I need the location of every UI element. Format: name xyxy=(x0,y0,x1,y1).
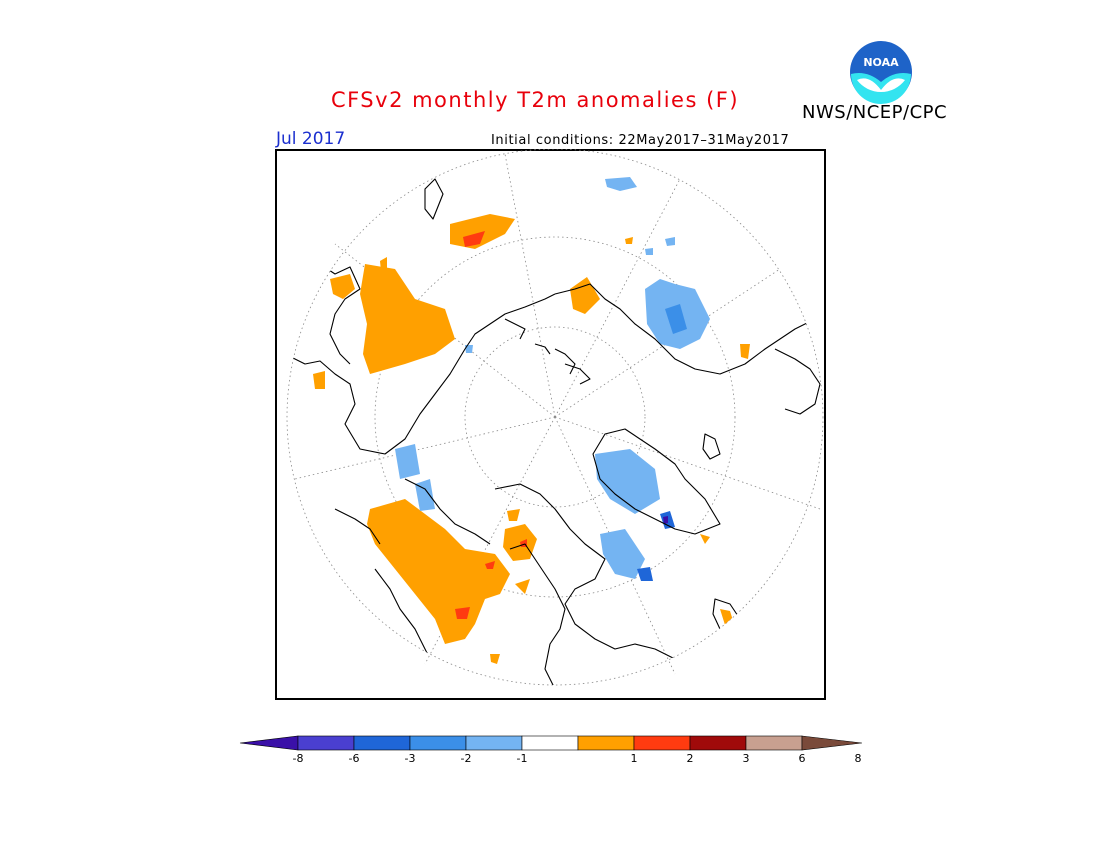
colorbar-tick-label: -8 xyxy=(293,752,304,765)
colorbar-tick-label: -1 xyxy=(517,752,528,765)
colorbar-tick-label: -2 xyxy=(461,752,472,765)
colorbar-cell xyxy=(577,735,635,751)
colorbar-cell xyxy=(297,735,355,751)
colorbar-cell xyxy=(689,735,747,751)
cool-anomalies xyxy=(395,177,710,581)
colorbar-cell xyxy=(353,735,411,751)
logo-text: NOAA xyxy=(863,56,899,69)
strong-warm-anomalies xyxy=(455,231,527,619)
colorbar: -8 -6 -3 -2 -1 1 2 3 6 8 xyxy=(239,735,862,765)
colorbar-cell xyxy=(409,735,467,751)
noaa-logo: NOAA xyxy=(850,41,912,104)
colorbar-tick-label: 1 xyxy=(631,752,638,765)
colorbar-tick-label: 2 xyxy=(687,752,694,765)
colorbar-tick-label: -3 xyxy=(405,752,416,765)
colorbar-tick-label: 6 xyxy=(799,752,806,765)
colorbar-arrow-left xyxy=(239,735,299,751)
initial-conditions: Initial conditions: 22May2017–31May2017 xyxy=(491,133,790,148)
colorbar-cell xyxy=(521,735,579,751)
colorbar-tick-label: 8 xyxy=(855,752,862,765)
colorbar-cell xyxy=(633,735,691,751)
chart-title: CFSv2 monthly T2m anomalies (F) xyxy=(330,88,740,112)
agency-label: NWS/NCEP/CPC xyxy=(802,102,948,123)
warm-anomalies xyxy=(313,214,750,664)
colorbar-cell xyxy=(745,735,803,751)
colorbar-arrow-right xyxy=(801,735,862,751)
colorbar-tick-label: 3 xyxy=(743,752,750,765)
valid-month: Jul 2017 xyxy=(276,129,346,149)
polar-map xyxy=(275,149,826,700)
colorbar-tick-label: -6 xyxy=(349,752,360,765)
coastlines xyxy=(287,178,821,685)
colorbar-cell xyxy=(465,735,523,751)
